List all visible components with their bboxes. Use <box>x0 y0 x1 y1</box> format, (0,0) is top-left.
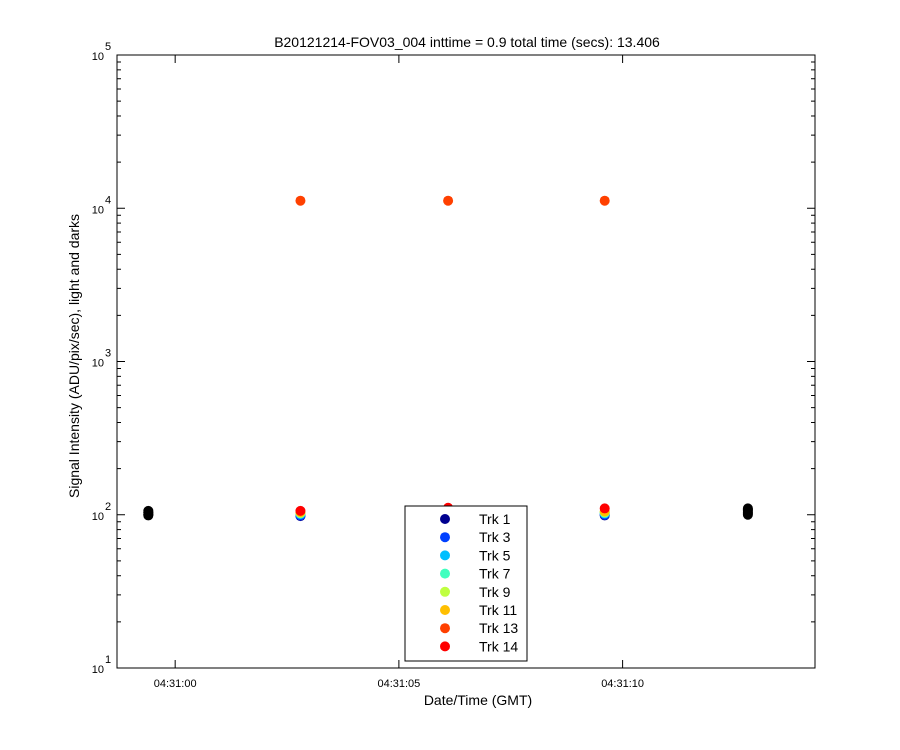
point-trk-13 <box>599 195 610 206</box>
legend-marker-trk-7 <box>440 568 450 579</box>
legend-marker-trk-9 <box>440 586 450 597</box>
dark-point <box>143 505 154 516</box>
legend-marker-trk-11 <box>440 605 450 615</box>
legend-box <box>404 505 528 662</box>
legend-marker-trk-1 <box>440 514 450 524</box>
legend-label-trk-11: Trk 11 <box>479 602 517 618</box>
y-tick-exponent: 2 <box>105 501 111 513</box>
legend-label-trk-13: Trk 13 <box>479 620 518 636</box>
legend-label-trk-14: Trk 14 <box>479 638 518 654</box>
chart-marks <box>143 195 753 522</box>
y-axis-label: Signal Intensity (ADU/pix/sec), light an… <box>66 214 82 498</box>
y-tick-label: 10 <box>92 204 104 216</box>
legend-label-trk-3: Trk 3 <box>479 529 511 545</box>
legend-label-trk-9: Trk 9 <box>479 584 511 600</box>
legend-label-trk-5: Trk 5 <box>479 547 511 563</box>
chart-title: B20121214-FOV03_004 inttime = 0.9 total … <box>274 34 660 50</box>
legend-marker-trk-13 <box>440 623 450 634</box>
point-trk-13 <box>295 195 306 206</box>
y-tick-exponent: 5 <box>105 41 111 53</box>
x-tick-label: 04:31:00 <box>154 678 197 690</box>
point-trk-14 <box>599 503 610 514</box>
point-trk-13 <box>443 195 454 206</box>
legend: Trk 1 Trk 3 Trk 5 Trk 7 Trk 9 Trk 11 Trk 13 Trk… <box>404 505 528 662</box>
legend-marker-trk-3 <box>440 532 450 543</box>
point-trk-14 <box>295 505 306 516</box>
legend-label-trk-7: Trk 7 <box>479 566 511 582</box>
x-axis: 04:31:00 04:31:05 04:31:10 <box>154 55 644 690</box>
dark-point <box>742 503 753 514</box>
y-tick-label: 10 <box>92 358 104 370</box>
legend-label-trk-1: Trk 1 <box>479 511 511 527</box>
x-axis-label: Date/Time (GMT) <box>424 692 532 708</box>
y-tick-label: 10 <box>92 511 104 523</box>
y-tick-label: 10 <box>92 664 104 676</box>
y-tick-exponent: 3 <box>105 348 111 360</box>
legend-marker-trk-14 <box>440 641 450 652</box>
x-tick-label: 04:31:05 <box>377 678 420 690</box>
legend-marker-trk-5 <box>440 550 450 561</box>
y-tick-label: 10 <box>92 51 104 63</box>
y-tick-exponent: 4 <box>105 194 111 206</box>
y-tick-exponent: 1 <box>105 654 111 666</box>
x-tick-label: 04:31:10 <box>601 678 644 690</box>
